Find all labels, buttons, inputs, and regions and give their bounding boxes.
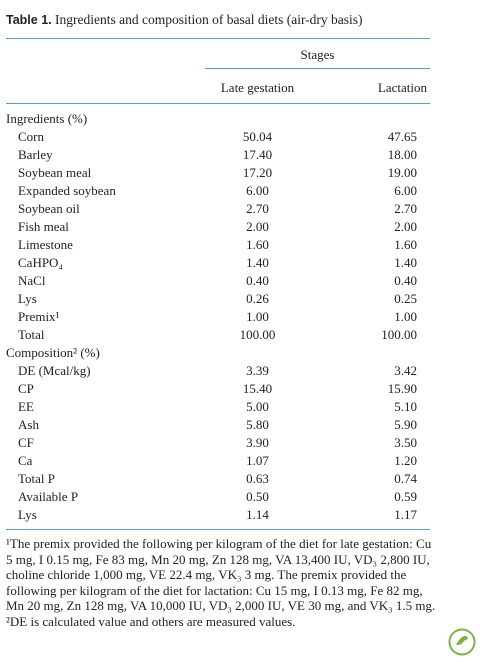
cell: 2.70 xyxy=(246,201,269,216)
cell: 47.65 xyxy=(387,129,417,144)
row-label: EE xyxy=(18,399,34,414)
row-label: Lys xyxy=(18,507,37,522)
row-label: Fish meal xyxy=(18,219,69,234)
rule xyxy=(205,68,430,69)
row-label: DE (Mcal/kg) xyxy=(18,363,91,378)
logo-icon xyxy=(448,628,476,656)
cell: 3.39 xyxy=(246,363,269,378)
row-label: Corn xyxy=(18,129,44,144)
row-label: Available P xyxy=(18,489,79,504)
rule xyxy=(6,103,430,104)
row-label: Premix¹ xyxy=(18,309,60,324)
row-label: Limestone xyxy=(18,237,73,252)
row-label: CP xyxy=(18,381,34,396)
cell: 17.20 xyxy=(242,165,273,180)
row-label: Soybean oil xyxy=(18,201,80,216)
row-label: CaHPO₄ xyxy=(18,255,63,270)
cell: 15.90 xyxy=(387,381,417,396)
cell: 0.74 xyxy=(394,471,417,486)
cell: 5.00 xyxy=(246,399,269,414)
cell: 0.50 xyxy=(246,489,269,504)
row-label: Total xyxy=(18,327,45,342)
rule xyxy=(6,529,430,530)
cell: 1.60 xyxy=(246,237,269,252)
cell: 3.50 xyxy=(394,435,417,450)
cell: 1.20 xyxy=(394,453,417,468)
cell: 1.60 xyxy=(394,237,417,252)
cell: 6.00 xyxy=(394,183,417,198)
cell: 1.14 xyxy=(246,507,269,522)
cell: 5.10 xyxy=(394,399,417,414)
cell: 1.17 xyxy=(394,507,417,522)
cell: 0.40 xyxy=(394,273,417,288)
row-label: Expanded soybean xyxy=(18,183,116,198)
cell: 5.90 xyxy=(394,417,417,432)
cell: 1.40 xyxy=(394,255,417,270)
cell: 0.59 xyxy=(394,489,417,504)
row-label: Ca xyxy=(18,453,33,468)
rule xyxy=(6,38,430,39)
cell: 50.04 xyxy=(242,129,273,144)
column-header: Late gestation xyxy=(220,80,295,95)
row-label: CF xyxy=(18,435,34,450)
group-header: Stages xyxy=(300,47,335,62)
cell: 15.40 xyxy=(242,381,273,396)
cell: 3.90 xyxy=(246,435,269,450)
cell: 0.26 xyxy=(246,291,269,306)
cell: 1.07 xyxy=(246,453,269,468)
cell: 1.00 xyxy=(394,309,417,324)
row-label: Ash xyxy=(18,417,39,432)
cell: 6.00 xyxy=(246,183,269,198)
cell: 0.63 xyxy=(246,471,269,486)
cell: 0.40 xyxy=(246,273,269,288)
row-label: Lys xyxy=(18,291,37,306)
footnote: ¹The premix provided the following per k… xyxy=(6,536,436,613)
row-label: Barley xyxy=(18,147,53,162)
cell: 18.00 xyxy=(387,147,417,162)
section-heading: Composition² (%) xyxy=(6,345,100,360)
cell: 1.00 xyxy=(246,309,269,324)
table-title: Ingredients and composition of basal die… xyxy=(55,12,363,27)
cell: 3.42 xyxy=(394,363,417,378)
cell: 17.40 xyxy=(242,147,273,162)
cell: 0.25 xyxy=(394,291,417,306)
row-label: NaCl xyxy=(18,273,46,288)
row-label: Total P xyxy=(18,471,56,486)
cell: 2.00 xyxy=(246,219,269,234)
cell: 1.40 xyxy=(246,255,269,270)
table-caption: Table 1. Ingredients and composition of … xyxy=(6,12,363,28)
footnote: ²DE is calculated value and others are m… xyxy=(6,614,296,629)
cell: 100.00 xyxy=(239,327,276,342)
cell: 2.00 xyxy=(394,219,417,234)
row-label: Soybean meal xyxy=(18,165,92,180)
cell: 19.00 xyxy=(387,165,417,180)
section-heading: Ingredients (%) xyxy=(6,111,88,126)
cell: 100.00 xyxy=(381,327,417,342)
column-header: Lactation xyxy=(377,80,427,95)
cell: 5.80 xyxy=(246,417,269,432)
cell: 2.70 xyxy=(394,201,417,216)
table-label: Table 1. xyxy=(6,13,52,27)
